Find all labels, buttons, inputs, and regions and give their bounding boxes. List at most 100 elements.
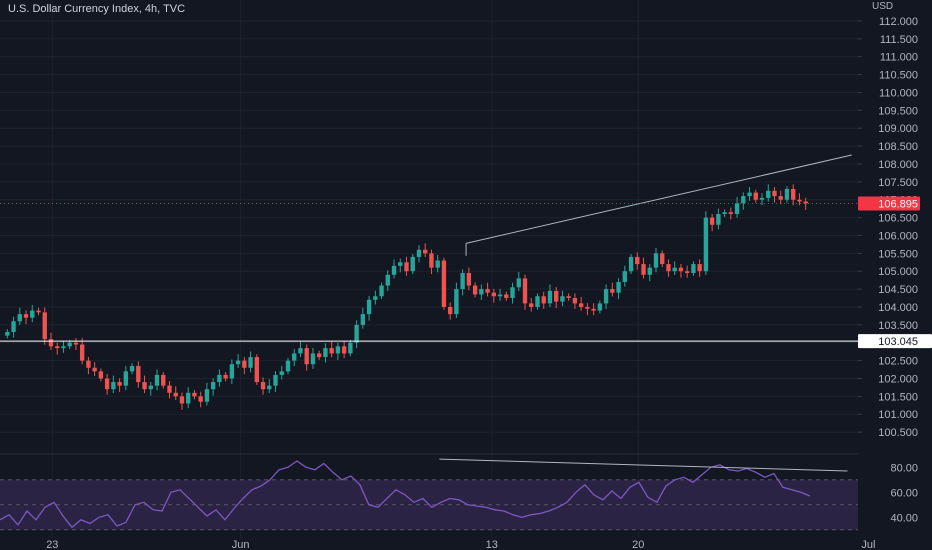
candle [429,249,434,275]
candle [360,307,366,329]
candle [86,356,91,375]
candle-body [254,357,259,383]
candle-body [535,296,540,307]
candle-body [497,294,503,297]
candle-body [11,321,16,333]
candle-body [404,262,409,272]
level-badge [858,334,932,349]
candle-body [198,396,203,402]
time-tick-label: Jul [861,539,875,550]
candle-body [223,374,228,379]
candle-body [55,346,60,349]
candle [672,261,677,275]
candle [92,362,97,376]
candle-body [92,367,97,372]
candle [772,187,777,203]
price-trendline[interactable] [465,154,852,244]
candle [784,186,790,203]
rsi-tick-label: 60.00 [890,487,918,499]
rsi-trendline[interactable] [439,458,848,472]
candle [616,278,621,300]
candle [304,344,309,371]
candle-body [435,260,440,268]
candle-body [703,217,709,272]
candle [366,296,372,321]
candle [117,378,122,393]
candle [186,387,191,409]
candle [129,363,135,375]
candle-body [597,303,603,311]
candle [104,373,110,395]
candle-body [154,374,160,386]
price-tick-label: 107.500 [878,177,918,189]
candle [491,288,497,303]
candle-body [210,382,216,390]
rsi-axis[interactable]: 80.00 60.00 40.00 [890,462,918,524]
candle [709,213,715,232]
candle [591,303,596,316]
candle-body [391,265,397,275]
candle-body [635,256,640,265]
candle [479,284,484,301]
time-axis[interactable]: 23Jun1320Jul1118 [46,539,932,550]
rsi-tick-label: 40.00 [890,512,918,524]
price-tick-label: 101.000 [878,409,918,421]
candle-body [678,267,684,272]
candle [485,282,490,297]
candle-body [472,285,478,295]
candle [323,343,328,363]
candle [510,282,515,304]
candle [778,190,783,205]
candle-body [323,348,328,358]
candle-body [23,314,29,318]
candle-body [5,332,10,336]
candle [603,284,609,309]
candle [541,291,546,309]
candle [641,257,646,279]
candle [235,354,241,368]
candle [416,245,422,263]
candle-body [310,353,316,365]
candle-body [529,303,534,307]
candle [391,259,397,279]
candle [167,380,172,399]
time-tick-label: Jun [232,539,250,550]
candle [317,350,322,360]
candle [154,369,160,391]
candle [653,247,659,273]
candle-body [603,289,609,304]
candle [310,347,316,369]
candle-body [753,192,758,200]
candle-body [791,188,796,200]
candle-body [98,371,104,379]
candle-body [466,273,472,286]
price-tick-label: 110.500 [879,70,918,82]
candle [11,316,16,338]
candle-body [578,303,584,307]
candle-body [697,264,702,272]
candle-body [610,289,615,293]
candle [535,293,540,310]
time-tick-label: 13 [486,539,498,550]
candle-body [217,374,222,383]
candle-body [341,346,347,354]
candle-body [348,342,353,354]
candle [622,265,627,287]
price-tick-label: 108.000 [878,159,918,171]
candle [329,341,334,358]
candle [472,282,478,298]
candle [204,382,210,406]
candle-body [616,281,621,293]
candle-body [192,392,197,397]
candle [447,302,453,320]
candle-body [79,344,85,361]
candle [17,307,22,326]
candle [148,381,153,396]
candle-body [647,267,652,275]
candle-body [447,306,453,315]
candle-body [522,278,528,304]
candles[interactable] [5,184,808,410]
candle [697,259,702,277]
candle [379,282,384,300]
